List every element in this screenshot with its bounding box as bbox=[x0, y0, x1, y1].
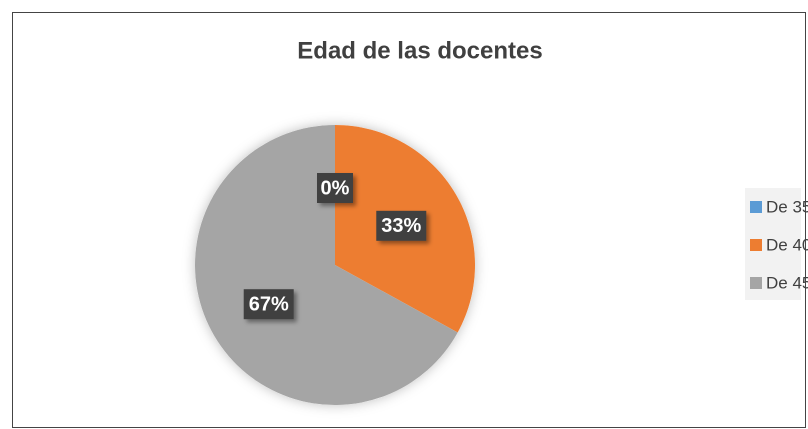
legend-swatch bbox=[750, 277, 762, 289]
data-label: 0% bbox=[321, 177, 350, 199]
chart-title: Edad de las docentes bbox=[297, 37, 542, 64]
legend-swatch bbox=[750, 201, 762, 213]
legend-swatch bbox=[750, 239, 762, 251]
data-label: 67% bbox=[249, 293, 289, 315]
legend-label: De 35 a 40 bbox=[766, 197, 808, 216]
data-label-box bbox=[376, 210, 427, 241]
data-label-box bbox=[317, 173, 353, 203]
pie-slice bbox=[195, 125, 458, 406]
data-label-box bbox=[243, 289, 294, 320]
legend-label: De 40 a 45 bbox=[766, 235, 808, 254]
legend-label: De 45 a 50 bbox=[766, 273, 808, 292]
data-label: 33% bbox=[381, 215, 421, 237]
